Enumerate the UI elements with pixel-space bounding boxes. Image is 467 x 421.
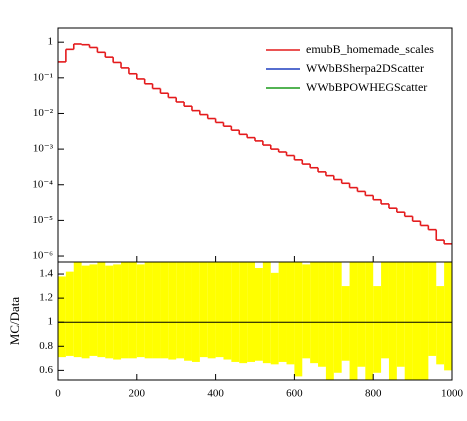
x-tick-label: 200 [129,388,146,400]
y-tick-label: 1 [48,316,54,328]
uncertainty-band [65,271,74,356]
y-tick-label: 1.4 [39,268,53,280]
uncertainty-band [73,262,82,358]
uncertainty-band [381,262,389,359]
uncertainty-band [444,262,452,371]
uncertainty-band [262,262,271,364]
uncertainty-band [191,262,200,362]
x-tick-label: 0 [55,388,61,400]
uncertainty-band [89,264,98,356]
uncertainty-band [247,262,255,362]
uncertainty-band [81,265,90,359]
x-tick-label: 600 [286,388,303,400]
uncertainty-band [436,286,445,365]
legend-label: WWbBSherpa2DScatter [306,61,424,75]
ratio-frame [57,261,453,381]
uncertainty-band [270,272,279,365]
uncertainty-band [223,262,232,360]
legend-label: WWbBPOWHEGScatter [306,80,427,94]
y-tick-label: 10⁻² [33,107,54,119]
uncertainty-band [302,264,311,359]
y-axis-label: MC/Data [7,297,22,346]
uncertainty-band [428,262,437,356]
uncertainty-band [278,262,287,362]
uncertainty-band [404,262,413,380]
x-tick-label: 1000 [441,388,464,400]
uncertainty-band [199,262,208,358]
uncertainty-band [325,262,334,380]
uncertainty-band [97,262,106,358]
uncertainty-band [231,262,240,362]
y-tick-label: 10⁻³ [33,143,54,155]
uncertainty-band [357,262,366,367]
uncertainty-band [333,262,342,373]
uncertainty-band [144,262,153,359]
x-tick-label: 800 [365,388,382,400]
uncertainty-band [318,262,326,367]
uncertainty-band [121,262,129,359]
uncertainty-band [58,276,66,358]
y-tick-label: 1 [48,36,54,48]
uncertainty-band [412,262,421,380]
y-tick-label: 0.8 [39,340,53,352]
y-tick-label: 10⁻⁵ [32,214,53,226]
uncertainty-band [310,262,319,364]
uncertainty-band [184,262,192,361]
uncertainty-band [136,264,145,358]
x-tick-label: 400 [207,388,224,400]
uncertainty-band [341,286,350,361]
uncertainty-band [113,264,122,360]
uncertainty-band [388,262,397,380]
uncertainty-band [255,268,263,361]
uncertainty-band [160,262,169,359]
uncertainty-band [105,265,114,359]
y-tick-label: 1.2 [39,292,53,304]
uncertainty-band [294,262,303,377]
uncertainty-band [207,262,216,359]
y-tick-label: 0.6 [39,364,53,376]
uncertainty-band [349,262,358,380]
uncertainty-band [168,262,177,360]
uncertainty-band [373,286,382,373]
uncertainty-band [128,262,137,359]
y-tick-label: 10⁻⁶ [32,250,53,262]
uncertainty-band [420,262,429,380]
uncertainty-band [286,262,295,365]
y-tick-label: 10⁻⁴ [32,178,53,190]
uncertainty-band [176,262,185,359]
y-tick-label: 10⁻¹ [33,71,53,83]
uncertainty-band [239,262,248,364]
uncertainty-band [152,262,161,359]
uncertainty-band [396,262,405,367]
legend-label: emubB_homemade_scales [306,42,434,56]
uncertainty-band [365,262,374,380]
uncertainty-band [215,262,224,358]
